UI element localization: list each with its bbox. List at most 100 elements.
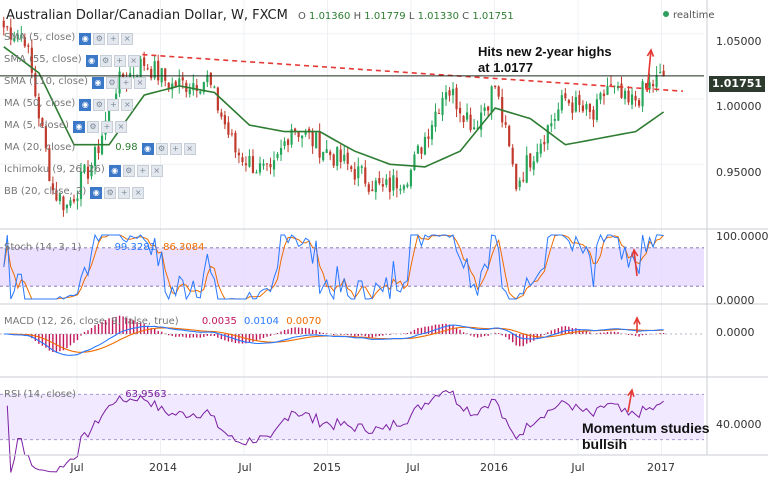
indicator-row[interactable]: SMA (55, close) ◉ ⚙ + × xyxy=(4,54,142,67)
candle-body xyxy=(181,77,184,81)
candle-body xyxy=(616,85,620,89)
close-icon[interactable]: × xyxy=(121,99,134,111)
add-icon[interactable]: + xyxy=(113,55,126,67)
candle-body xyxy=(385,179,388,185)
candle-body xyxy=(206,75,209,83)
annotation-arrow-shaft xyxy=(627,389,633,413)
add-icon[interactable]: + xyxy=(107,99,120,111)
settings-icon[interactable]: ⚙ xyxy=(104,187,117,199)
indicator-row[interactable]: SMA (5, close) ◉ ⚙ + × xyxy=(4,32,135,45)
settings-icon[interactable]: ⚙ xyxy=(93,99,106,111)
settings-icon[interactable]: ⚙ xyxy=(155,143,168,155)
settings-icon[interactable]: ⚙ xyxy=(86,121,99,133)
candle-body xyxy=(350,166,353,170)
eye-icon[interactable]: ◉ xyxy=(72,121,85,133)
candle-body xyxy=(346,152,349,164)
candle-body xyxy=(455,87,458,110)
indicator-row[interactable]: MA (20, close) 0.98 ◉ ⚙ + × xyxy=(4,142,198,155)
eye-icon[interactable]: ◉ xyxy=(90,187,103,199)
realtime-label: realtime xyxy=(673,10,715,21)
candle-body xyxy=(227,122,230,135)
add-icon[interactable]: + xyxy=(136,165,149,177)
candle-body xyxy=(114,93,118,102)
eye-icon[interactable]: ◉ xyxy=(141,143,154,155)
candle-body xyxy=(37,97,40,119)
candle-body xyxy=(574,96,577,112)
settings-icon[interactable]: ⚙ xyxy=(93,33,106,45)
close-icon[interactable]: × xyxy=(127,55,140,67)
candle-body xyxy=(627,90,630,103)
close-icon[interactable]: × xyxy=(114,121,127,133)
add-icon[interactable]: + xyxy=(120,77,132,89)
candle-body xyxy=(188,89,191,95)
stoch-legend: Stoch (14, 3, 1) 99.3281 86.3084 xyxy=(4,242,204,253)
settings-icon[interactable]: ⚙ xyxy=(99,55,112,67)
open-key: O xyxy=(297,11,306,22)
close-icon[interactable]: × xyxy=(134,77,146,89)
indicator-row[interactable]: Ichimoku (9, 26, 26) ◉ ⚙ + × xyxy=(4,164,165,177)
close-icon[interactable]: × xyxy=(183,143,196,155)
candle-body xyxy=(83,164,86,173)
candle-body xyxy=(23,37,26,47)
candle-body xyxy=(525,155,528,183)
stoch-band xyxy=(0,247,704,287)
add-icon[interactable]: + xyxy=(107,33,120,45)
close-icon[interactable]: × xyxy=(150,165,163,177)
add-icon[interactable]: + xyxy=(169,143,182,155)
add-icon[interactable]: + xyxy=(118,187,131,199)
candle-body xyxy=(448,90,451,96)
candle-body xyxy=(69,200,72,206)
high-value: 1.01779 xyxy=(364,11,406,22)
x-axis-tick: Jul xyxy=(571,461,585,474)
candle-body xyxy=(483,107,486,111)
ohlc-readout: O 1.01360 H 1.01779 L 1.01330 C 1.01751 xyxy=(298,11,514,22)
candle-body xyxy=(97,146,100,154)
candle-body xyxy=(413,154,416,170)
candle-body xyxy=(325,149,328,153)
candle-body xyxy=(143,57,146,66)
indicator-row[interactable]: SMA (110, close) ◉ ⚙ + × xyxy=(4,76,148,89)
candle-body xyxy=(157,60,160,81)
price-axis-tick: 1.00000 xyxy=(716,100,762,113)
candle-body xyxy=(623,90,627,99)
highs-annotation-line1: Hits new 2-year highs xyxy=(478,44,612,59)
rsi-label: RSI (14, close) xyxy=(4,389,77,400)
settings-icon[interactable]: ⚙ xyxy=(106,77,118,89)
eye-icon[interactable]: ◉ xyxy=(79,99,92,111)
candle-body xyxy=(72,199,76,202)
candle-body xyxy=(139,58,142,78)
candle-body xyxy=(41,118,44,126)
candle-body xyxy=(494,85,497,88)
price-axis-tick: 1.05000 xyxy=(716,35,762,48)
indicator-row[interactable]: BB (20, close, 2) ◉ ⚙ + × xyxy=(4,186,146,199)
indicator-row[interactable]: MA (5, close) ◉ ⚙ + × xyxy=(4,120,129,133)
candle-body xyxy=(473,127,476,130)
indicator-controls: ◉ ⚙ + × xyxy=(79,98,135,111)
candle-body xyxy=(609,84,613,86)
indicator-label: SMA (5, close) xyxy=(4,32,76,43)
close-icon[interactable]: × xyxy=(121,33,134,45)
indicator-label: MA (50, close) xyxy=(4,98,76,109)
settings-icon[interactable]: ⚙ xyxy=(122,165,135,177)
macd-line-value: 0.0104 xyxy=(244,316,279,327)
eye-icon[interactable]: ◉ xyxy=(108,165,121,177)
eye-icon[interactable]: ◉ xyxy=(92,77,104,89)
candle-body xyxy=(595,99,599,120)
highs-annotation-line2: at 1.0177 xyxy=(478,60,533,75)
candle-body xyxy=(637,100,641,106)
candle-body xyxy=(367,184,370,192)
annotation-arrow-shaft xyxy=(633,249,638,277)
add-icon[interactable]: + xyxy=(100,121,113,133)
close-icon[interactable]: × xyxy=(132,187,145,199)
annotation-arrow-head xyxy=(633,316,641,325)
eye-icon[interactable]: ◉ xyxy=(85,55,98,67)
candle-body xyxy=(465,112,469,120)
candle-body xyxy=(262,163,265,166)
indicator-row[interactable]: MA (50, close) ◉ ⚙ + × xyxy=(4,98,135,111)
candle-body xyxy=(202,82,205,93)
eye-icon[interactable]: ◉ xyxy=(79,33,92,45)
candle-body xyxy=(648,82,651,90)
candle-body xyxy=(343,154,346,162)
candle-body xyxy=(241,157,244,162)
candle-body xyxy=(641,81,644,107)
